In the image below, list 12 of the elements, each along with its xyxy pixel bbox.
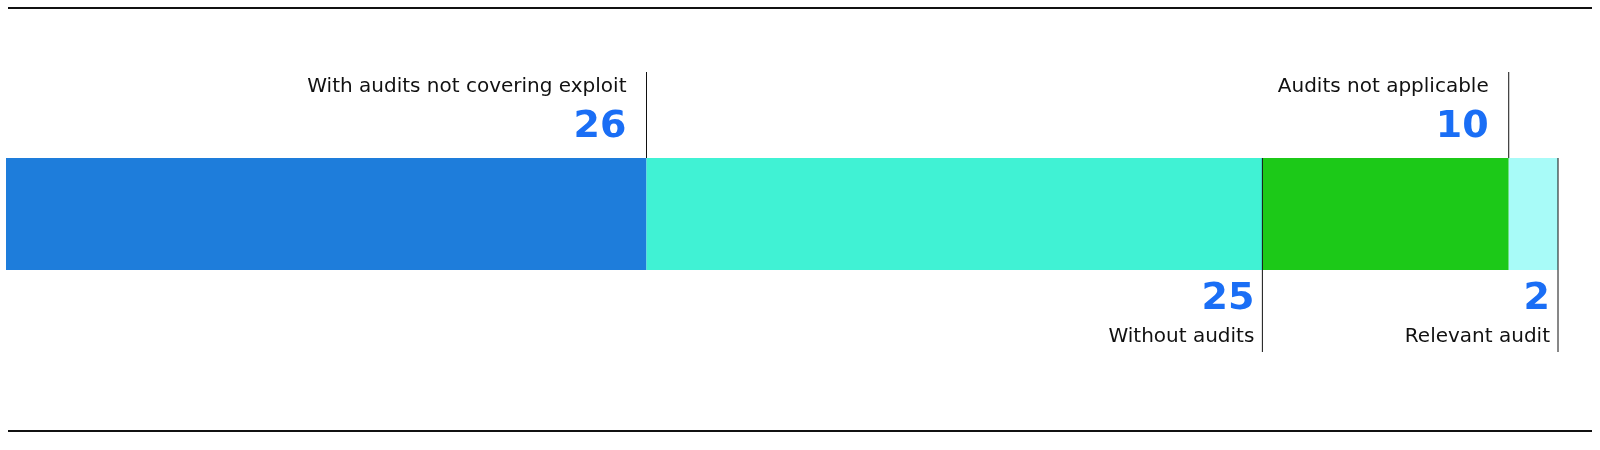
bar <box>6 158 647 270</box>
data-label: 10 <box>1435 102 1489 146</box>
text: With audits not covering exploit <box>307 73 627 97</box>
text: Without audits <box>1108 323 1255 347</box>
data-label: 26 <box>573 102 627 146</box>
bar <box>646 158 1263 270</box>
text: Audits not applicable <box>1277 73 1489 97</box>
bar <box>1508 158 1558 270</box>
text: Relevant audit <box>1404 323 1551 347</box>
bar <box>1262 158 1509 270</box>
data-label: 25 <box>1201 274 1255 318</box>
data-label: 2 <box>1523 274 1550 318</box>
